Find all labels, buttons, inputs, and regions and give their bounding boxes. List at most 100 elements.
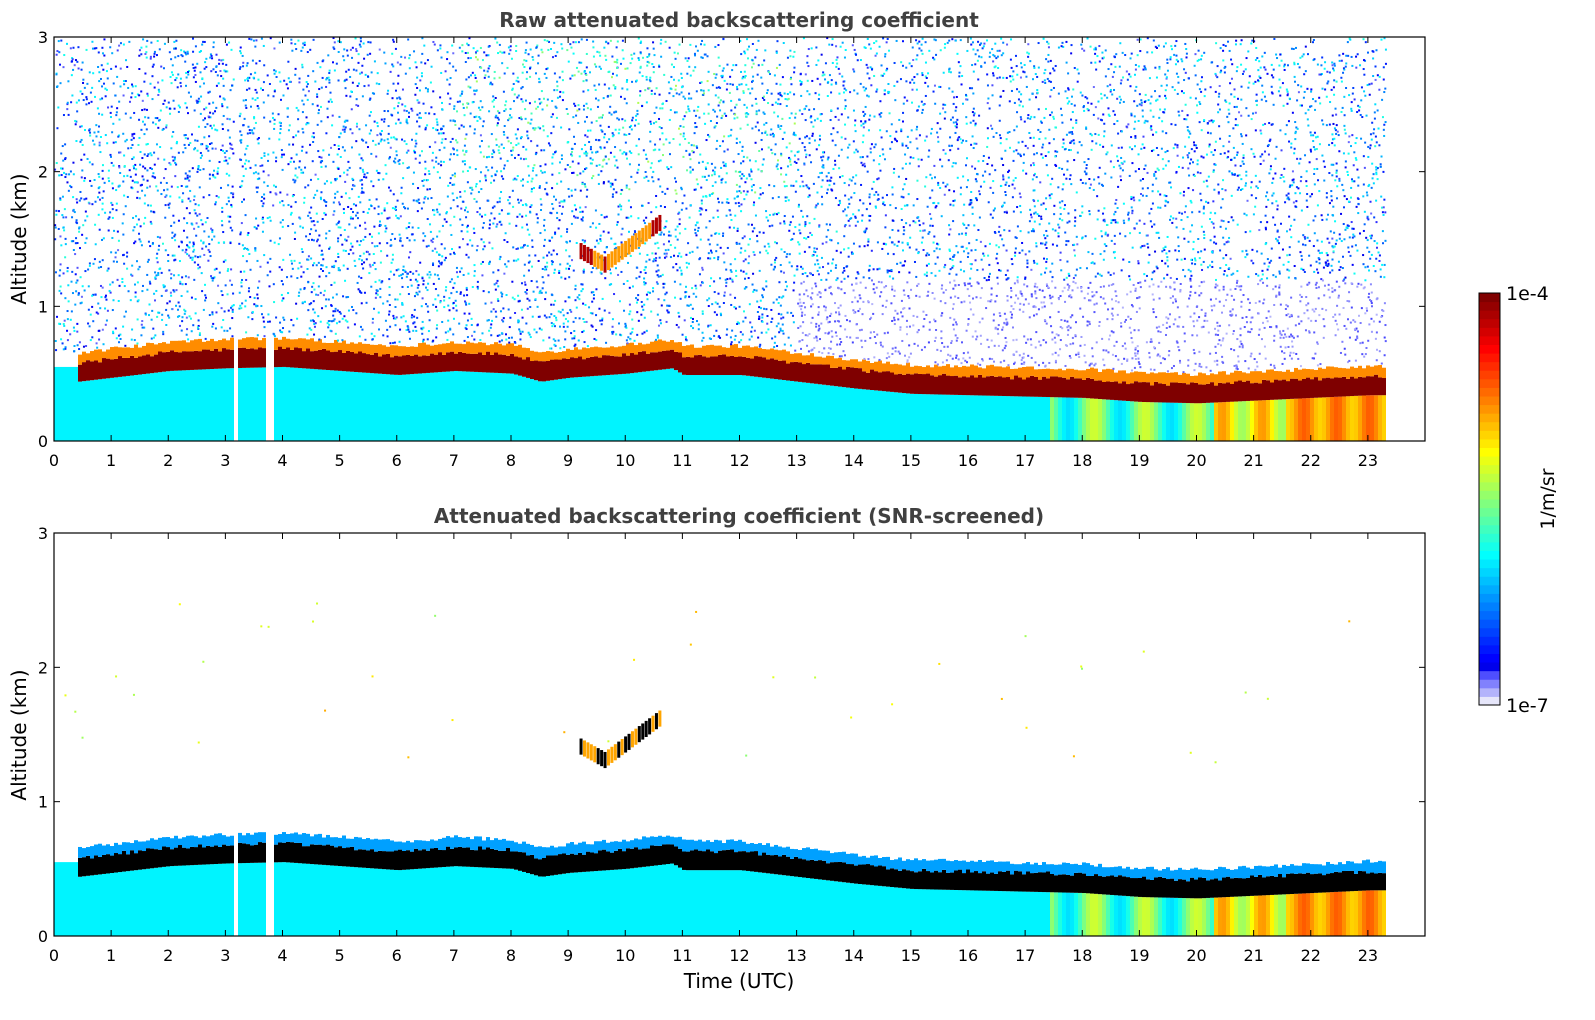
layer-edge bbox=[714, 839, 718, 854]
aerosol-column bbox=[1318, 892, 1322, 936]
layer-edge bbox=[1278, 867, 1282, 875]
aerosol-column bbox=[1210, 897, 1214, 936]
boundary-layer-band bbox=[794, 856, 798, 877]
boundary-layer-band bbox=[458, 351, 462, 372]
boundary-layer-band bbox=[550, 855, 554, 876]
layer-edge bbox=[1074, 863, 1078, 873]
colorbar-step bbox=[1479, 353, 1500, 363]
layer-edge bbox=[474, 343, 478, 354]
x-tick-label: 18 bbox=[1072, 451, 1092, 470]
boundary-layer-band bbox=[702, 851, 706, 871]
boundary-layer-band bbox=[738, 356, 742, 376]
boundary-layer-band bbox=[590, 356, 594, 377]
boundary-layer-band bbox=[1062, 874, 1066, 893]
layer-edge bbox=[278, 339, 282, 347]
aerosol-column bbox=[586, 871, 590, 936]
boundary-layer-band bbox=[1058, 874, 1062, 893]
boundary-layer-band bbox=[818, 860, 822, 880]
layer-edge bbox=[1282, 864, 1286, 878]
aerosol-column bbox=[770, 873, 774, 936]
boundary-layer-band bbox=[566, 358, 570, 379]
boundary-layer-band bbox=[606, 851, 610, 871]
aerosol-column bbox=[982, 395, 986, 441]
x-tick-label: 7 bbox=[449, 451, 459, 470]
aerosol-column bbox=[254, 862, 258, 936]
layer-edge bbox=[734, 840, 738, 853]
layer-edge bbox=[1174, 372, 1178, 383]
boundary-layer-band bbox=[342, 848, 346, 867]
layer-edge bbox=[1330, 863, 1334, 874]
aerosol-column bbox=[182, 370, 186, 441]
boundary-layer-band bbox=[670, 844, 674, 864]
layer-edge bbox=[946, 860, 950, 873]
aerosol-column bbox=[662, 369, 666, 441]
aerosol-column bbox=[1006, 891, 1010, 936]
aerosol-column bbox=[114, 377, 118, 441]
aerosol-column bbox=[282, 862, 286, 936]
aerosol-column bbox=[1050, 397, 1054, 441]
layer-edge bbox=[154, 344, 158, 355]
aerosol-column bbox=[1314, 892, 1318, 936]
aerosol-column bbox=[670, 863, 674, 936]
aerosol-column bbox=[1338, 891, 1342, 936]
layer-edge bbox=[934, 859, 938, 871]
boundary-layer-band bbox=[630, 353, 634, 374]
layer-edge bbox=[1238, 371, 1242, 381]
aerosol-column bbox=[918, 889, 922, 936]
boundary-layer-band bbox=[686, 356, 690, 376]
boundary-layer-band bbox=[322, 845, 326, 865]
layer-edge bbox=[518, 843, 522, 853]
boundary-layer-band bbox=[754, 356, 758, 377]
layer-edge bbox=[1234, 869, 1238, 878]
layer-edge bbox=[1198, 869, 1202, 878]
aerosol-column bbox=[926, 394, 930, 441]
layer-edge bbox=[854, 853, 858, 866]
boundary-layer-band bbox=[1178, 382, 1182, 403]
layer-edge bbox=[170, 340, 174, 351]
boundary-layer-band bbox=[718, 850, 722, 871]
layer-edge bbox=[238, 339, 242, 348]
layer-edge bbox=[794, 849, 798, 857]
boundary-layer-band bbox=[506, 355, 510, 374]
aerosol-column bbox=[198, 369, 202, 441]
boundary-layer-band bbox=[202, 847, 206, 865]
layer-edge bbox=[470, 839, 474, 850]
layer-edge bbox=[1366, 859, 1370, 874]
boundary-layer-band bbox=[98, 856, 102, 875]
aerosol-column bbox=[422, 868, 426, 936]
boundary-layer-band bbox=[1038, 379, 1042, 397]
boundary-layer-band bbox=[142, 851, 146, 870]
layer-edge bbox=[786, 846, 790, 857]
boundary-layer-band bbox=[742, 851, 746, 871]
elevated-cloud bbox=[579, 214, 662, 273]
layer-edge bbox=[1034, 369, 1038, 377]
aerosol-column bbox=[178, 370, 182, 441]
x-tick-label: 23 bbox=[1358, 451, 1378, 470]
aerosol-column bbox=[302, 368, 306, 441]
layer-edge bbox=[990, 860, 994, 873]
layer-edge bbox=[422, 840, 426, 850]
aerosol-column bbox=[582, 871, 586, 936]
layer-edge bbox=[838, 357, 842, 367]
aerosol-column bbox=[66, 366, 70, 441]
aerosol-column bbox=[146, 373, 150, 441]
boundary-layer-band bbox=[174, 352, 178, 371]
x-tick-label: 20 bbox=[1186, 946, 1206, 965]
layer-edge bbox=[1142, 868, 1146, 877]
aerosol-column bbox=[782, 380, 786, 441]
layer-edge bbox=[714, 345, 718, 357]
boundary-layer-band bbox=[430, 848, 434, 868]
boundary-layer-band bbox=[1138, 382, 1142, 402]
boundary-layer-band bbox=[846, 366, 850, 388]
layer-edge bbox=[122, 842, 126, 851]
aerosol-column bbox=[486, 372, 490, 441]
aerosol-column bbox=[546, 380, 550, 441]
boundary-layer-band bbox=[238, 347, 242, 368]
layer-edge bbox=[582, 347, 586, 360]
boundary-layer-band bbox=[514, 851, 518, 870]
aerosol-column bbox=[538, 876, 542, 936]
layer-edge bbox=[530, 844, 534, 855]
aerosol-column bbox=[1198, 898, 1202, 936]
aerosol-column bbox=[646, 866, 650, 936]
layer-edge bbox=[850, 359, 854, 368]
